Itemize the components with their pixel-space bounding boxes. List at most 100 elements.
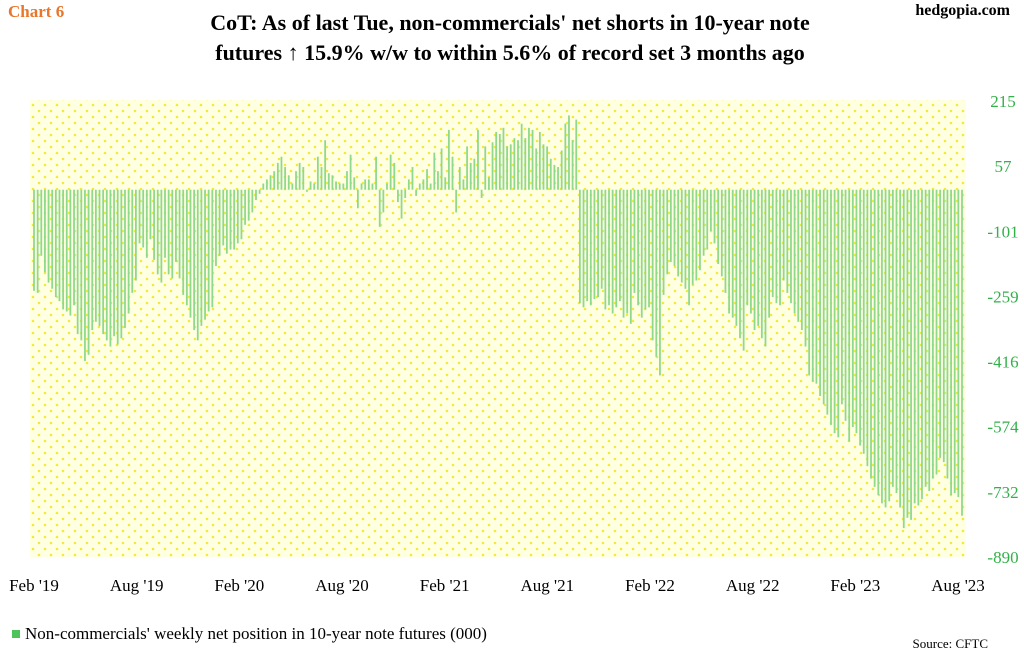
- bar: [324, 140, 327, 190]
- bar: [677, 189, 680, 277]
- y-tick-label: -259: [987, 288, 1018, 307]
- bar: [407, 179, 410, 190]
- bar: [709, 189, 712, 231]
- bar: [699, 189, 701, 271]
- bar: [342, 183, 345, 190]
- bar: [200, 189, 203, 326]
- bar: [659, 189, 661, 376]
- bar: [691, 189, 694, 285]
- bar: [418, 183, 421, 190]
- chart-title-line-2: futures ↑ 15.9% w/w to within 5.6% of re…: [215, 40, 805, 65]
- bar: [185, 189, 188, 306]
- bar: [240, 189, 243, 240]
- bar: [287, 175, 290, 190]
- y-tick-label: 215: [990, 92, 1016, 111]
- bar: [135, 189, 137, 281]
- bar: [124, 189, 126, 328]
- bar: [582, 189, 585, 308]
- bar: [76, 189, 79, 335]
- bar: [910, 189, 912, 520]
- bar: [349, 154, 352, 190]
- bar: [924, 189, 927, 487]
- bar: [600, 189, 603, 289]
- bar: [535, 148, 538, 190]
- bar: [771, 189, 774, 298]
- bar: [720, 189, 723, 277]
- bar: [233, 189, 236, 250]
- x-tick-label: Aug '23: [931, 576, 985, 595]
- bar: [790, 189, 792, 304]
- bar: [800, 189, 803, 331]
- bar: [175, 189, 177, 262]
- bar: [768, 189, 771, 318]
- bar: [684, 189, 687, 289]
- bar: [44, 189, 46, 273]
- x-tick-label: Feb '19: [9, 576, 59, 595]
- bar: [662, 189, 665, 295]
- x-tick-label: Aug '22: [726, 576, 780, 595]
- bar: [917, 189, 920, 506]
- y-axis: 215 57 -101 -259 -416 -574 -732 -890: [987, 92, 1019, 567]
- bar: [597, 189, 599, 298]
- bar: [717, 189, 720, 264]
- bar: [371, 183, 374, 190]
- chart-tag: Chart 6: [8, 2, 65, 21]
- bar: [447, 129, 450, 190]
- bar: [775, 189, 778, 304]
- bar: [302, 167, 305, 190]
- bar: [156, 189, 159, 275]
- bar: [950, 189, 952, 496]
- bar: [484, 146, 487, 190]
- y-tick-label: 57: [995, 157, 1013, 176]
- bar: [564, 123, 567, 190]
- bar: [939, 189, 942, 458]
- bar: [131, 189, 134, 293]
- bar: [560, 150, 563, 190]
- bar: [546, 146, 549, 190]
- bar: [498, 134, 501, 190]
- bar: [502, 127, 505, 190]
- bar: [284, 167, 287, 190]
- bar: [633, 189, 636, 293]
- bar: [298, 162, 301, 190]
- bar: [415, 189, 418, 196]
- bar: [735, 189, 738, 326]
- bar: [786, 189, 789, 293]
- bar: [531, 129, 534, 190]
- bar: [91, 189, 94, 331]
- bar: [62, 189, 65, 310]
- bar: [611, 189, 614, 314]
- bar: [262, 183, 265, 190]
- bar: [793, 189, 796, 314]
- bar: [65, 189, 68, 312]
- bar: [728, 189, 730, 314]
- bar: [244, 189, 246, 225]
- bar: [622, 189, 625, 318]
- bar: [255, 189, 257, 201]
- bar: [87, 189, 90, 355]
- bar: [47, 189, 50, 283]
- bar: [149, 189, 152, 240]
- bar: [811, 189, 814, 382]
- x-tick-label: Aug '20: [315, 576, 369, 595]
- bar: [855, 189, 858, 434]
- bar: [517, 140, 519, 190]
- bar: [164, 189, 166, 258]
- bar: [488, 177, 490, 190]
- bar: [648, 189, 650, 308]
- bar: [891, 189, 894, 487]
- bar: [73, 189, 75, 306]
- bar: [306, 189, 308, 192]
- bar: [862, 189, 865, 454]
- bar: [895, 189, 898, 494]
- bar: [946, 189, 949, 479]
- bar: [953, 189, 956, 494]
- bar: [506, 146, 508, 190]
- bar: [309, 181, 312, 190]
- bar: [742, 189, 745, 351]
- bar: [830, 189, 832, 425]
- bar: [615, 189, 618, 308]
- bar: [466, 146, 468, 190]
- x-tick-label: Aug '21: [521, 576, 575, 595]
- bar: [193, 189, 196, 331]
